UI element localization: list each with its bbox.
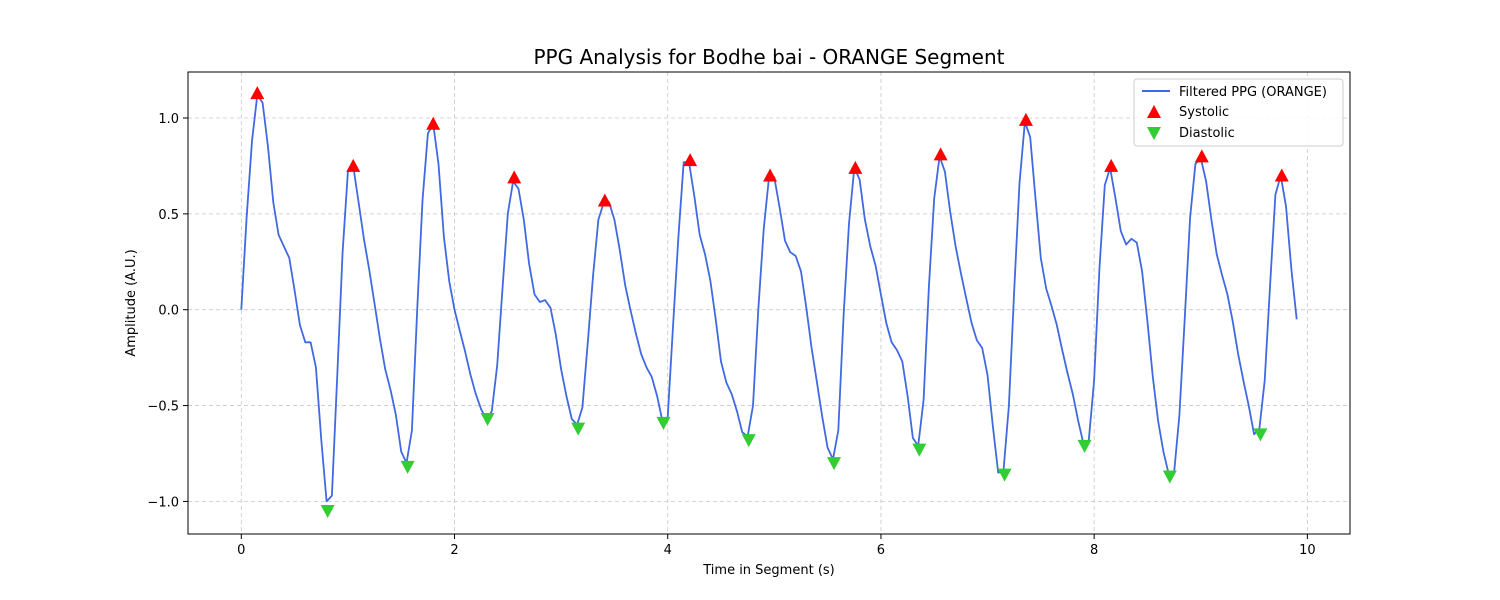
systolic-peak-marker bbox=[1274, 168, 1289, 182]
x-tick-label: 6 bbox=[877, 543, 885, 558]
legend-label-filtered-ppg: Filtered PPG (ORANGE) bbox=[1179, 85, 1327, 100]
legend-box bbox=[1133, 78, 1344, 147]
systolic-peak-marker bbox=[1194, 149, 1209, 163]
systolic-peak-marker bbox=[763, 168, 778, 182]
diastolic-trough-marker bbox=[1253, 428, 1268, 442]
y-tick-label: 1.0 bbox=[158, 112, 179, 127]
x-axis: 0 2 4 6 8 10 bbox=[237, 534, 1316, 558]
systolic-peak-marker bbox=[346, 158, 361, 172]
diastolic-trough-marker bbox=[1162, 470, 1177, 484]
systolic-peak-marker bbox=[426, 116, 441, 130]
legend-systolic-marker bbox=[1147, 105, 1161, 118]
systolic-peak-marker bbox=[1104, 158, 1119, 172]
systolic-peak-marker bbox=[848, 160, 863, 174]
systolic-peak-marker bbox=[250, 86, 265, 100]
systolic-peak-marker bbox=[683, 153, 698, 167]
x-tick-label: 10 bbox=[1299, 543, 1316, 558]
legend-diastolic-marker bbox=[1147, 127, 1161, 140]
y-tick-label: −1.0 bbox=[147, 495, 179, 510]
y-tick-label: 0.0 bbox=[158, 304, 179, 319]
x-tick-label: 0 bbox=[237, 543, 245, 558]
legend-label-systolic: Systolic bbox=[1179, 105, 1229, 120]
y-axis-label: Amplitude (A.U.) bbox=[124, 249, 139, 356]
y-tick-label: −0.5 bbox=[147, 400, 179, 415]
diastolic-trough-marker bbox=[656, 416, 671, 430]
diastolic-trough-marker bbox=[320, 504, 335, 518]
x-axis-label: Time in Segment (s) bbox=[702, 563, 834, 578]
plot-series bbox=[240, 86, 1298, 518]
systolic-peak-marker bbox=[1018, 112, 1033, 126]
diastolic-trough-marker bbox=[997, 468, 1012, 482]
y-tick-label: 0.5 bbox=[158, 208, 179, 223]
legend: Filtered PPG (ORANGE) Systolic Diastolic bbox=[1133, 78, 1344, 147]
systolic-peak-marker bbox=[507, 170, 522, 184]
systolic-peak-marker bbox=[597, 193, 612, 207]
x-tick-label: 4 bbox=[664, 543, 672, 558]
diastolic-trough-marker bbox=[1077, 439, 1092, 453]
diastolic-trough-marker bbox=[741, 434, 756, 448]
diastolic-trough-marker bbox=[400, 460, 415, 474]
plot-frame bbox=[187, 71, 1351, 535]
diastolic-trough-marker bbox=[480, 412, 495, 426]
x-tick-label: 8 bbox=[1090, 543, 1098, 558]
x-tick-label: 2 bbox=[450, 543, 458, 558]
legend-label-diastolic: Diastolic bbox=[1179, 126, 1235, 141]
diastolic-trough-marker bbox=[571, 422, 586, 436]
diastolic-trough-marker bbox=[827, 457, 842, 471]
y-axis: −1.0 −0.5 0.0 0.5 1.0 bbox=[147, 112, 188, 510]
systolic-peak-marker bbox=[933, 147, 948, 161]
diastolic-trough-marker bbox=[912, 443, 927, 457]
chart-title: PPG Analysis for Bodhe bai - ORANGE Segm… bbox=[534, 45, 1005, 69]
